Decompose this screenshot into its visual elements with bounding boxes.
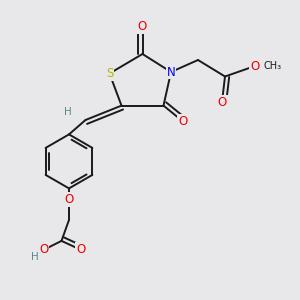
- Text: H: H: [64, 106, 71, 117]
- Text: O: O: [250, 59, 260, 73]
- Text: CH₃: CH₃: [264, 61, 282, 71]
- Text: S: S: [106, 67, 113, 80]
- Text: O: O: [138, 20, 147, 34]
- Text: O: O: [39, 243, 48, 256]
- Text: O: O: [76, 243, 85, 256]
- Text: O: O: [178, 115, 188, 128]
- Text: H: H: [31, 252, 38, 262]
- Text: O: O: [218, 95, 226, 109]
- Text: N: N: [167, 65, 176, 79]
- Text: O: O: [64, 193, 74, 206]
